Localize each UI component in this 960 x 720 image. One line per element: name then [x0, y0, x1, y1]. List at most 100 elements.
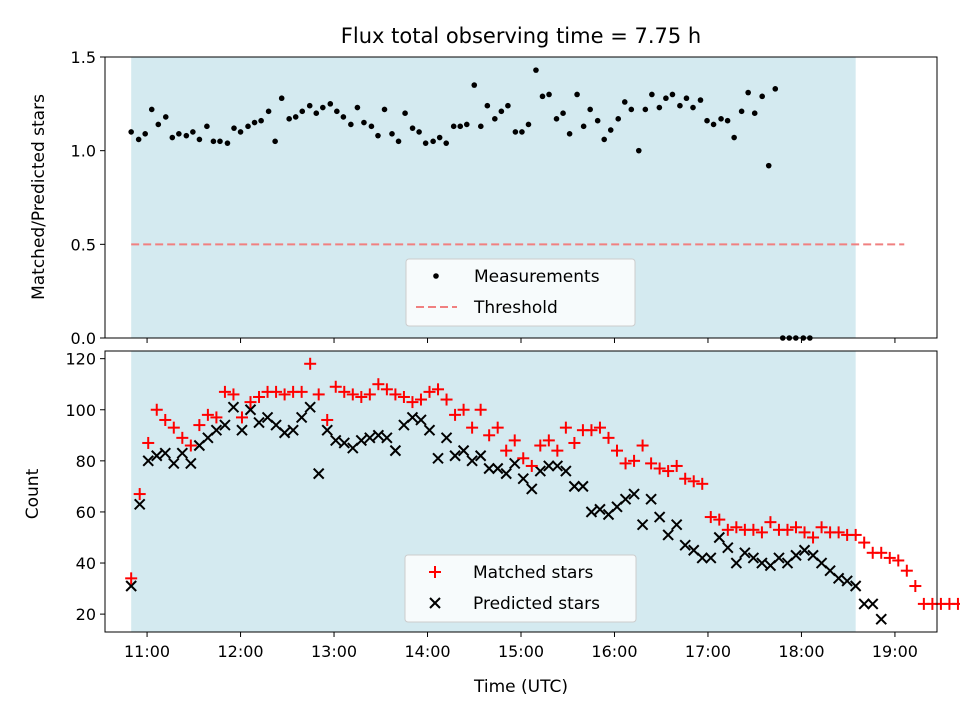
measurement-point [148, 106, 155, 113]
matched-star-point [159, 413, 172, 426]
top-panel: 0.0 0.5 1.0 1.5 Flux total observing time =… [29, 24, 938, 348]
measurement-point [204, 123, 210, 130]
matched-star-point [483, 429, 496, 442]
matched-star-point [210, 411, 223, 424]
measurement-point [677, 102, 683, 109]
matched-star-point [730, 521, 743, 534]
legend-measurements-marker [433, 273, 439, 279]
measurement-point [402, 110, 408, 116]
bottom-y-axis-label: Count [23, 468, 43, 519]
predicted-star-point [432, 452, 444, 464]
matched-star-point [312, 388, 325, 401]
bottom-y-ticks: 20 40 60 80 100 120 [65, 350, 105, 624]
x-tick-label: 17:00 [685, 642, 731, 661]
predicted-star-point [338, 437, 350, 449]
predicted-star-point [798, 544, 811, 556]
matched-star-point [414, 393, 427, 406]
matched-star-point [790, 521, 803, 534]
measurement-point [525, 121, 532, 128]
measurement-point [422, 140, 429, 146]
measurement-point [457, 123, 464, 130]
predicted-star-point [653, 511, 666, 523]
predicted-star-point [705, 552, 717, 564]
predicted-star-point [517, 473, 529, 485]
predicted-star-point [790, 549, 802, 562]
predicted-star-point [449, 450, 461, 462]
measurement-point [135, 136, 142, 143]
matched-star-point [133, 488, 146, 501]
matched-star-point [150, 403, 163, 416]
predicted-star-point [500, 467, 512, 480]
measurement-point [278, 95, 285, 102]
x-tick-label: 12:00 [217, 642, 263, 661]
bottom-y-tick-label: 60 [76, 503, 96, 522]
matched-star-point [542, 434, 555, 447]
matched-star-point [832, 526, 845, 539]
x-axis-label: Time (UTC) [473, 677, 568, 697]
predicted-star-point [585, 506, 598, 518]
matched-star-point [244, 396, 257, 409]
measurement-point [306, 102, 313, 109]
predicted-star-point [372, 429, 385, 442]
measurement-point [656, 104, 663, 111]
measurement-point [738, 108, 745, 115]
predicted-star-point [151, 450, 163, 462]
predicted-star-point [849, 580, 862, 592]
measurement-point [772, 86, 779, 92]
bottom-y-tick-label: 120 [65, 350, 96, 369]
predicted-star-point [841, 575, 853, 587]
measurement-point [258, 117, 264, 124]
matched-star-point [704, 511, 717, 524]
measurement-point [533, 67, 539, 73]
measurement-point [176, 131, 182, 137]
predicted-star-point [670, 519, 683, 531]
matched-star-point [125, 572, 138, 585]
predicted-star-point [389, 444, 402, 457]
predicted-star-point [594, 503, 606, 516]
predicted-star-point [619, 493, 632, 505]
predicted-star-point [236, 424, 248, 436]
measurement-point [751, 110, 758, 116]
predicted-star-point [133, 498, 146, 510]
measurement-point [299, 108, 306, 115]
bottom-legend-box [404, 554, 637, 623]
predicted-star-point [832, 572, 845, 585]
top-legend-box [405, 258, 636, 327]
measurement-point [142, 131, 148, 137]
matched-star-point [406, 396, 419, 409]
predicted-stars-points [125, 401, 887, 625]
measurement-point [416, 129, 422, 135]
matched-star-point [747, 523, 760, 536]
matched-star-point [781, 523, 794, 536]
x-tick-label: 15:00 [498, 642, 544, 661]
predicted-star-point [679, 539, 691, 551]
measurement-point [724, 117, 731, 124]
predicted-star-point [321, 424, 333, 436]
predicted-star-point [185, 457, 197, 470]
legend-predicted-label: Predicted stars [473, 594, 600, 614]
matched-star-point [363, 388, 376, 401]
predicted-star-point [491, 462, 504, 475]
predicted-star-point [875, 613, 887, 625]
predicted-star-point [696, 552, 708, 564]
matched-star-point [253, 390, 266, 403]
predicted-star-point [381, 432, 393, 444]
matched-star-point [474, 403, 487, 416]
measurement-point [183, 132, 190, 139]
matched-star-point [525, 459, 538, 472]
matched-star-point [423, 385, 436, 398]
measurement-point [471, 82, 478, 88]
measurement-point [361, 119, 367, 126]
measurement-point [450, 123, 457, 130]
measurement-point [245, 123, 251, 130]
x-tick-label: 16:00 [591, 642, 637, 661]
measurement-point [669, 91, 676, 98]
measurement-point [478, 123, 484, 130]
measurement-point [231, 125, 237, 131]
matched-star-point [628, 454, 641, 467]
matched-star-point [900, 564, 913, 577]
legend-measurements-label: Measurements [474, 267, 600, 287]
predicted-star-point [560, 465, 572, 477]
measurement-point [574, 91, 580, 98]
measurement-points [128, 67, 813, 341]
